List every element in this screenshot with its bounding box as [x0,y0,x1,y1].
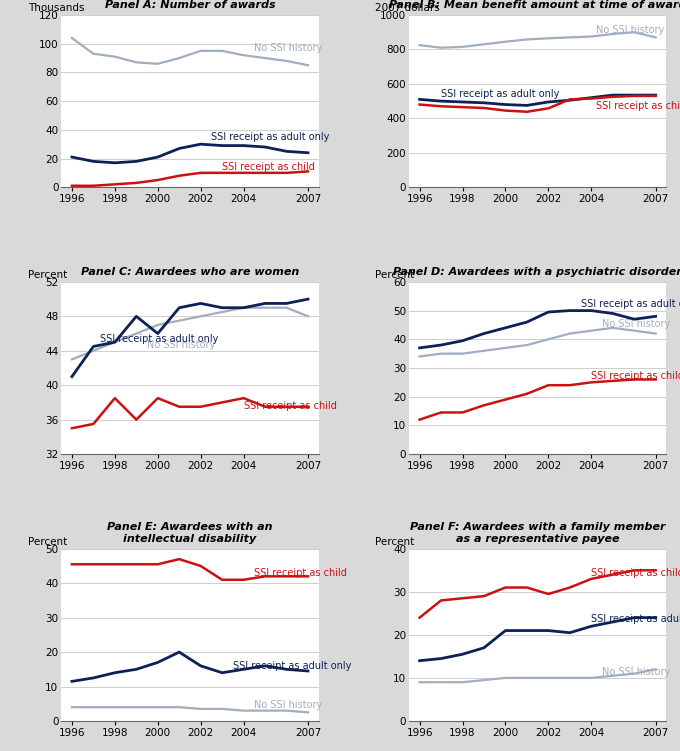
Title: Panel E: Awardees with an
intellectual disability: Panel E: Awardees with an intellectual d… [107,522,273,544]
Text: SSI receipt as adult only: SSI receipt as adult only [100,334,218,344]
Text: No SSI history: No SSI history [602,319,670,329]
Text: SSI receipt as adult only: SSI receipt as adult only [592,614,680,624]
Text: SSI receipt as child: SSI receipt as child [254,568,347,578]
Text: SSI receipt as child: SSI receipt as child [596,101,680,111]
Text: No SSI history: No SSI history [254,43,322,53]
Text: SSI receipt as adult only: SSI receipt as adult only [581,299,680,309]
Text: Thousands: Thousands [28,3,84,14]
Text: No SSI history: No SSI history [254,700,322,710]
Text: 2007 dollars: 2007 dollars [375,3,440,14]
Text: No SSI history: No SSI history [602,667,670,677]
Title: Panel D: Awardees with a psychiatric disorder: Panel D: Awardees with a psychiatric dis… [393,267,680,277]
Title: Panel C: Awardees who are women: Panel C: Awardees who are women [81,267,299,277]
Text: SSI receipt as adult only: SSI receipt as adult only [441,89,560,99]
Text: Percent: Percent [28,537,67,547]
Title: Panel B: Mean benefit amount at time of award: Panel B: Mean benefit amount at time of … [389,0,680,10]
Text: No SSI history: No SSI history [596,26,664,35]
Text: Percent: Percent [375,270,415,280]
Text: Percent: Percent [375,537,415,547]
Title: Panel A: Number of awards: Panel A: Number of awards [105,0,275,10]
Text: SSI receipt as child: SSI receipt as child [592,371,680,381]
Text: No SSI history: No SSI history [147,340,216,351]
Text: SSI receipt as child: SSI receipt as child [243,401,337,411]
Text: SSI receipt as adult only: SSI receipt as adult only [211,132,330,142]
Title: Panel F: Awardees with a family member
as a representative payee: Panel F: Awardees with a family member a… [410,522,666,544]
Text: SSI receipt as child: SSI receipt as child [222,161,315,172]
Text: SSI receipt as adult only: SSI receipt as adult only [233,661,352,671]
Text: SSI receipt as child: SSI receipt as child [592,568,680,578]
Text: Percent: Percent [28,270,67,280]
